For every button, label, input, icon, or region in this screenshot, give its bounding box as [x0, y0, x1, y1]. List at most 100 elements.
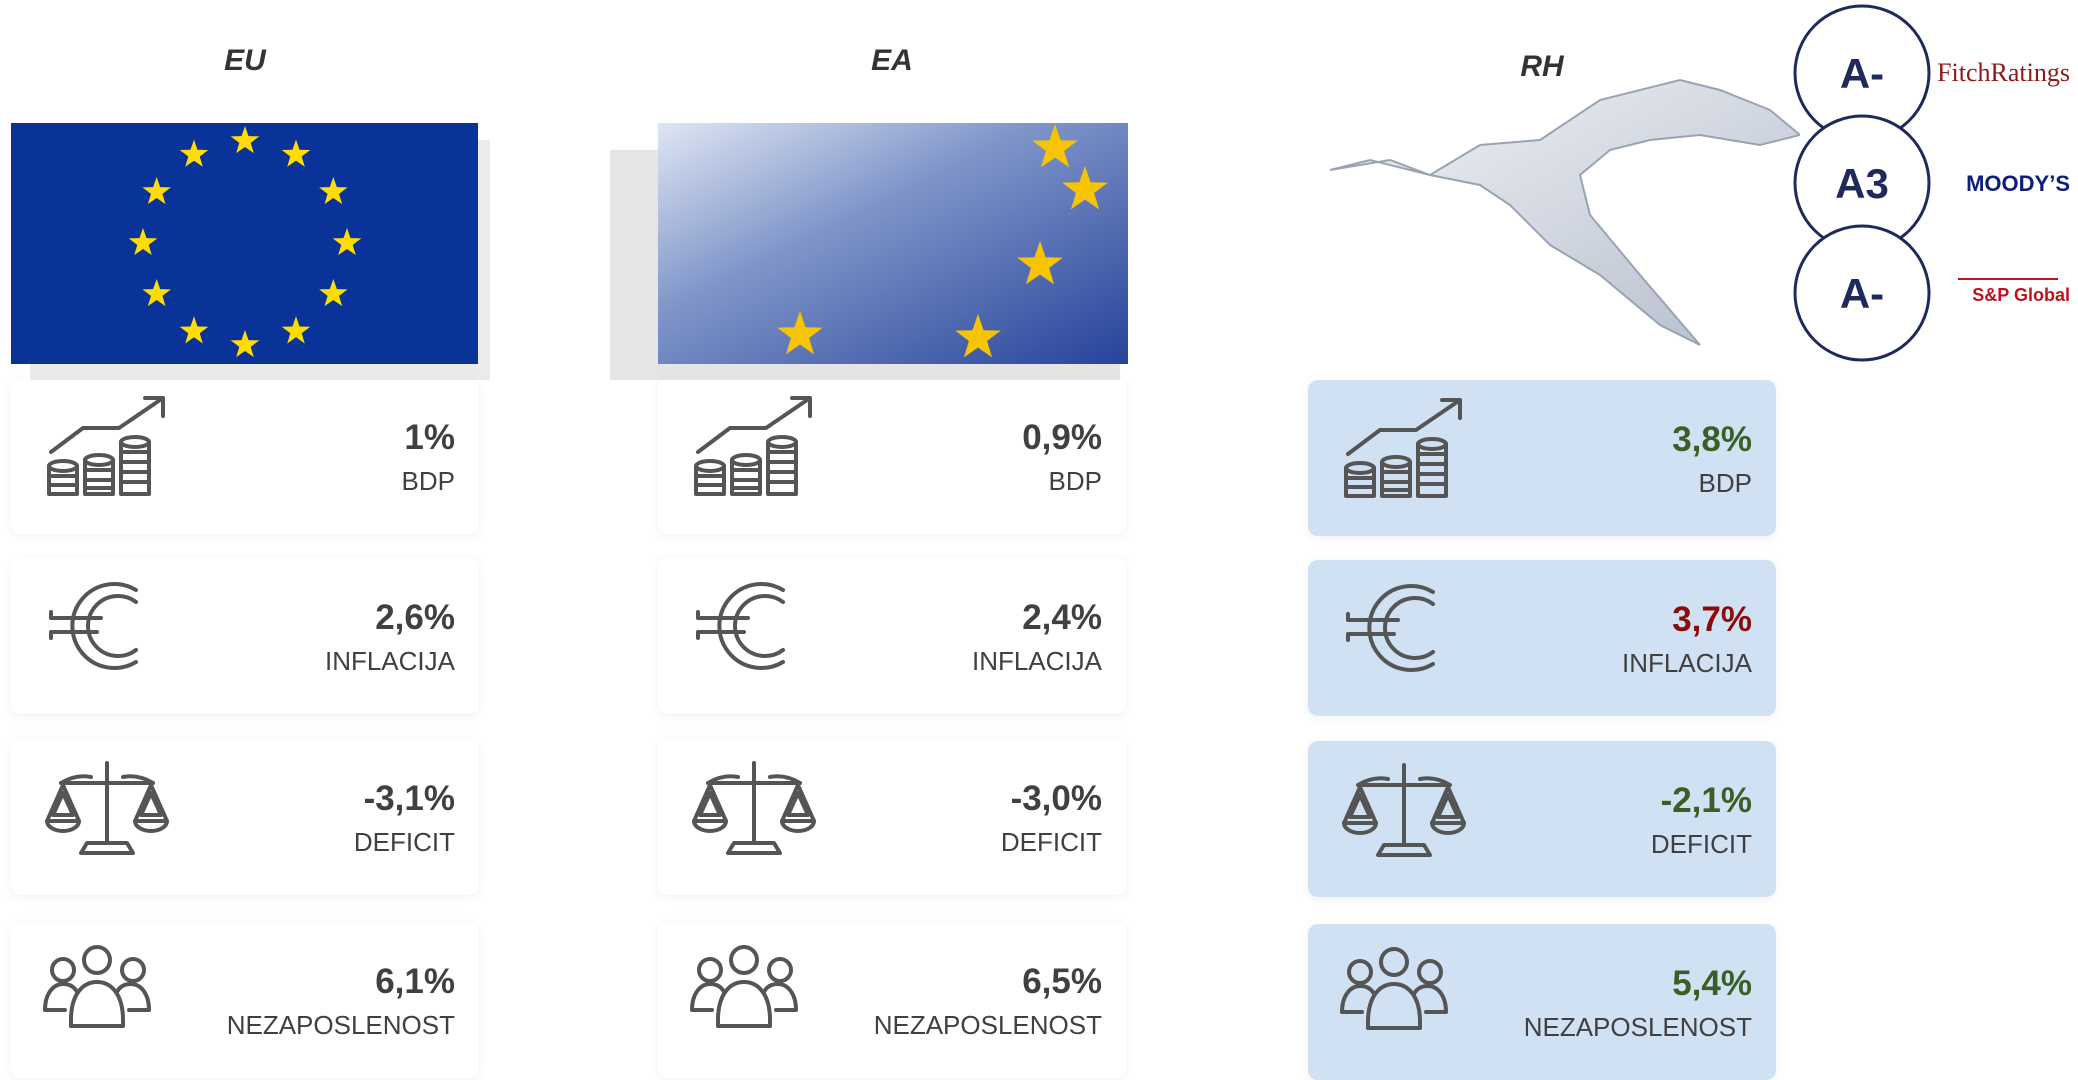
icon-shape: [121, 437, 149, 447]
icon-shape: [768, 442, 796, 494]
icon-shape: [698, 584, 783, 668]
stat-icon: [41, 940, 171, 1050]
icon-shape: [1342, 984, 1446, 1028]
stat-card: 6,1% NEZAPOSLENOST: [11, 922, 479, 1078]
stat-label: NEZAPOSLENOST: [1524, 1012, 1752, 1043]
stat-card: 2,4% INFLACIJA: [658, 558, 1126, 714]
stat-value: -2,1%: [1661, 781, 1752, 821]
stat-card: 3,8% BDP: [1308, 380, 1776, 536]
stat-value: 5,4%: [1672, 964, 1752, 1004]
icon-shape: [47, 763, 167, 853]
stat-card: -3,1% DEFICIT: [11, 739, 479, 895]
stat-label: NEZAPOSLENOST: [227, 1010, 455, 1041]
stat-card: 3,7% INFLACIJA: [1308, 560, 1776, 716]
stat-icon: [688, 396, 818, 506]
stat-card: 6,5% NEZAPOSLENOST: [658, 922, 1126, 1078]
icon-shape: [1419, 961, 1441, 983]
icon-shape: [121, 442, 149, 494]
icon-shape: [1348, 614, 1398, 640]
stat-value: 0,9%: [1022, 418, 1102, 458]
stat-icon: [41, 757, 171, 867]
stat-icon: [1338, 398, 1468, 508]
stat-icon: [688, 940, 818, 1050]
icon-shape: [1349, 961, 1371, 983]
stat-label: DEFICIT: [1001, 827, 1102, 858]
icon-shape: [52, 959, 74, 981]
icon-shape: [696, 398, 810, 494]
icon-shape: [1418, 439, 1446, 449]
stat-card: 0,9% BDP: [658, 378, 1126, 534]
header-images: [0, 0, 1800, 380]
page: EU1%BDP2,6%INFLACIJA-3,1%DEFICIT6,1%NEZA…: [0, 0, 2078, 1078]
icon-shape: [692, 947, 796, 1026]
stat-value: 3,8%: [1672, 420, 1752, 460]
ratings: A- FitchRatings A3 MOODY’S A- S&P Global: [1748, 0, 2078, 370]
icon-shape: [731, 947, 757, 973]
rating-grade: A-: [1840, 50, 1884, 97]
icon-shape: [1342, 949, 1446, 1028]
stat-icon: [1338, 759, 1468, 869]
stat-label: NEZAPOSLENOST: [874, 1010, 1102, 1041]
icon-shape: [769, 959, 791, 981]
icon-shape: [51, 612, 101, 638]
icon-shape: [11, 123, 478, 364]
icon-shape: [1348, 586, 1433, 670]
stat-label: BDP: [1049, 466, 1102, 497]
stat-label: BDP: [402, 466, 455, 497]
stat-card: 5,4% NEZAPOSLENOST: [1308, 924, 1776, 1080]
icon-shape: [768, 437, 796, 447]
stat-icon: [688, 576, 818, 686]
icon-shape: [1418, 444, 1446, 496]
stat-value: 2,6%: [375, 598, 455, 638]
stat-icon: [1338, 942, 1468, 1052]
icon-shape: [692, 982, 796, 1026]
icon-shape: [699, 959, 721, 981]
icon-shape: [51, 584, 136, 668]
icon-shape: [698, 612, 748, 638]
stat-value: -3,0%: [1011, 779, 1102, 819]
stat-label: INFLACIJA: [972, 646, 1102, 677]
icon-shape: [45, 947, 149, 1026]
stat-label: DEFICIT: [1651, 829, 1752, 860]
icon-shape: [1381, 949, 1407, 975]
stat-value: 2,4%: [1022, 598, 1102, 638]
icon-shape: [49, 398, 163, 494]
rating-grade: A-: [1840, 270, 1884, 317]
icon-shape: [1346, 400, 1460, 496]
stat-value: -3,1%: [364, 779, 455, 819]
icon-shape: [735, 596, 783, 656]
stat-label: DEFICIT: [354, 827, 455, 858]
rating-agency: FitchRatings: [1937, 58, 2070, 87]
stat-label: BDP: [1699, 468, 1752, 499]
stat-card: 1% BDP: [11, 378, 479, 534]
icon-shape: [1385, 598, 1433, 658]
icon-shape: [732, 455, 760, 465]
stat-value: 6,5%: [1022, 962, 1102, 1002]
stat-value: 6,1%: [375, 962, 455, 1002]
icon-shape: [85, 455, 113, 465]
icon-shape: [1346, 463, 1374, 473]
icon-shape: [84, 947, 110, 973]
icon-shape: [122, 959, 144, 981]
icon-shape: [88, 596, 136, 656]
stat-icon: [41, 396, 171, 506]
icon-shape: [1344, 765, 1464, 855]
stat-card: -2,1% DEFICIT: [1308, 741, 1776, 897]
icon-shape: [694, 763, 814, 853]
rating-grade: A3: [1835, 160, 1889, 207]
icon-shape: [1330, 80, 1800, 345]
stat-label: INFLACIJA: [1622, 648, 1752, 679]
stat-value: 3,7%: [1672, 600, 1752, 640]
icon-shape: [49, 461, 77, 471]
icon-shape: [1382, 457, 1410, 467]
stat-value: 1%: [404, 418, 455, 458]
stat-card: -3,0% DEFICIT: [658, 739, 1126, 895]
stat-card: 2,6% INFLACIJA: [11, 558, 479, 714]
stat-icon: [1338, 578, 1468, 688]
icon-shape: [696, 461, 724, 471]
rating-agency: S&P Global: [1972, 285, 2070, 305]
stat-label: INFLACIJA: [325, 646, 455, 677]
rating-agency: MOODY’S: [1966, 171, 2070, 196]
stat-icon: [688, 757, 818, 867]
stat-icon: [41, 576, 171, 686]
